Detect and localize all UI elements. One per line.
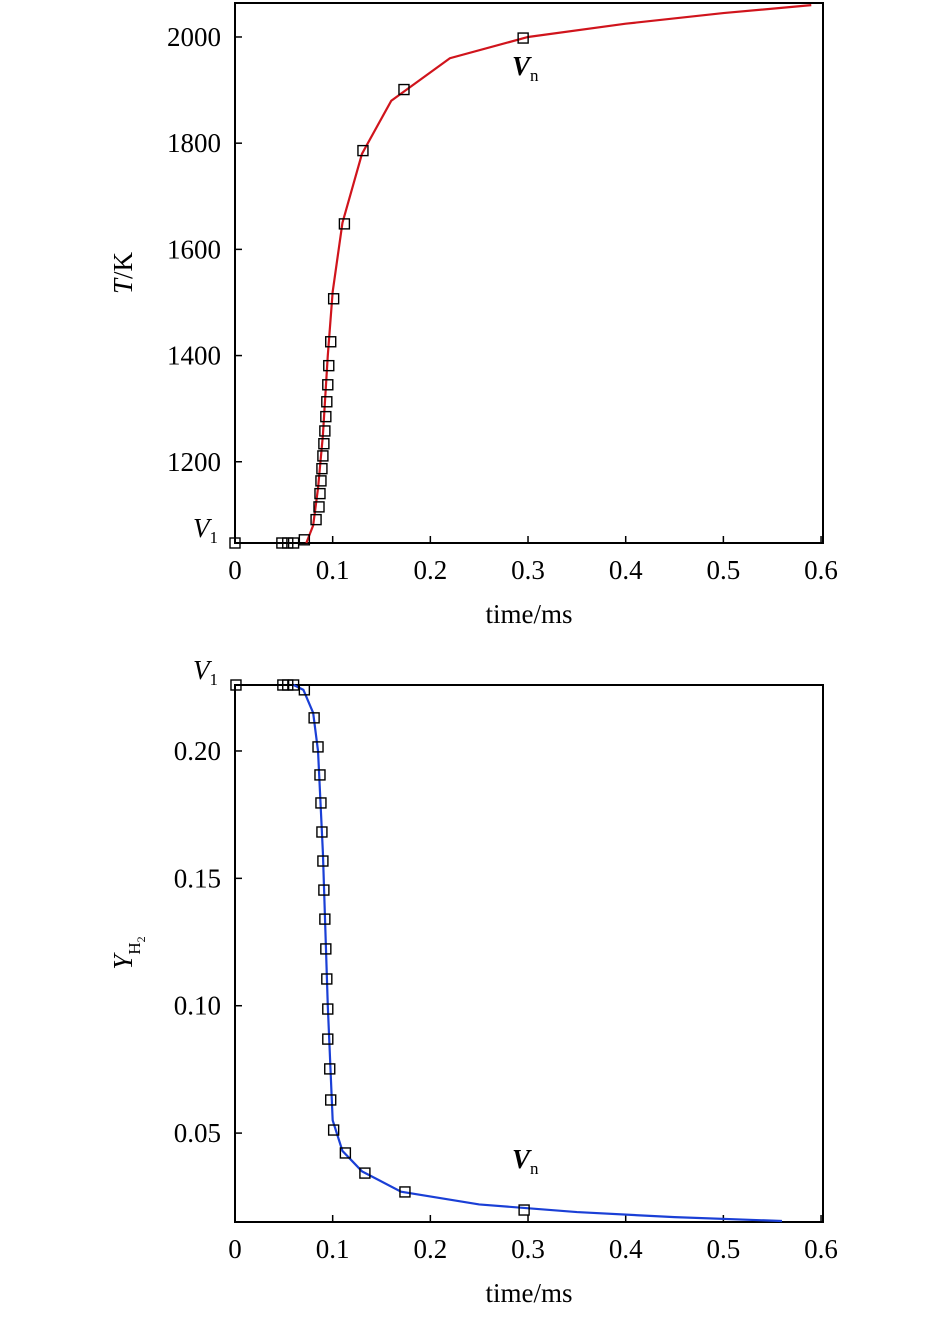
- marker: [308, 712, 320, 724]
- x-tick-label: 0.5: [706, 555, 740, 585]
- curve: [293, 684, 783, 1223]
- annotation-sub: n: [530, 66, 539, 85]
- marker: [287, 679, 300, 691]
- x-tick-label: 0.5: [706, 1234, 740, 1264]
- annotation-main: V: [193, 513, 213, 543]
- marker: [327, 293, 340, 305]
- y-tick-label: 0.15: [174, 863, 221, 893]
- annotation-sub: n: [530, 1159, 539, 1178]
- y-tick-label: 1200: [167, 447, 221, 477]
- x-tick-label: 0.2: [413, 1234, 447, 1264]
- x-tick-label: 0.2: [413, 555, 447, 585]
- marker: [276, 537, 288, 549]
- marker: [230, 679, 242, 691]
- y-tick-label: 2000: [167, 22, 221, 52]
- x-tick-label: 0.3: [511, 555, 545, 585]
- annotation-sub: 1: [210, 528, 219, 547]
- x-tick-label: 0.1: [316, 555, 350, 585]
- marker: [322, 379, 334, 391]
- marker: [319, 425, 331, 437]
- marker: [517, 32, 529, 44]
- marker: [398, 83, 410, 96]
- marker: [324, 1063, 336, 1075]
- marker: [314, 769, 326, 781]
- marker: [298, 684, 311, 696]
- marker: [298, 534, 311, 546]
- y-tick-label: 1600: [167, 234, 221, 264]
- x-tick-label: 0.4: [609, 555, 643, 585]
- marker: [287, 537, 300, 549]
- marker: [359, 1167, 371, 1179]
- annotation: V1: [193, 513, 218, 547]
- x-tick-label: 0: [228, 1234, 242, 1264]
- marker: [319, 913, 331, 925]
- marker: [323, 359, 335, 372]
- y-label-subsub: 2: [134, 936, 148, 942]
- marker: [316, 462, 328, 475]
- marker: [325, 336, 337, 348]
- x-axis-label: time/ms: [486, 599, 573, 629]
- annotation: Vn: [512, 51, 539, 85]
- marker: [320, 943, 332, 955]
- annotation: Vn: [512, 1144, 539, 1178]
- x-tick-label: 0.6: [804, 555, 838, 585]
- marker: [322, 1003, 334, 1015]
- marker: [339, 1147, 352, 1159]
- annotation-main: V: [193, 655, 213, 685]
- y-tick-label: 1800: [167, 128, 221, 158]
- marker: [325, 1094, 337, 1106]
- x-tick-label: 0.1: [316, 1234, 350, 1264]
- marker: [327, 1124, 340, 1136]
- marker: [282, 537, 294, 549]
- marker: [315, 797, 327, 809]
- x-tick-label: 0.3: [511, 1234, 545, 1264]
- marker: [321, 396, 333, 408]
- plot-frame: [234, 684, 824, 1223]
- marker: [399, 1186, 411, 1198]
- x-tick-label: 0.4: [609, 1234, 643, 1264]
- y-axis-label: T/K: [108, 251, 138, 294]
- marker: [310, 513, 322, 526]
- y-label-italic: T: [108, 277, 138, 294]
- y-axis-label: YH2: [108, 936, 148, 969]
- marker: [357, 144, 369, 157]
- marker: [313, 501, 325, 513]
- x-tick-label: 0.6: [804, 1234, 838, 1264]
- y-label-rest: /K: [108, 251, 138, 279]
- y-tick-label: 0.10: [174, 991, 221, 1021]
- marker: [320, 410, 332, 423]
- x-axis-label: time/ms: [486, 1278, 573, 1308]
- plot-frame: [234, 2, 824, 544]
- marker: [338, 218, 351, 230]
- marker: [312, 741, 324, 753]
- marker: [322, 1033, 334, 1045]
- annotation-main: V: [512, 1144, 532, 1174]
- marker: [316, 826, 328, 838]
- y-tick-label: 0.20: [174, 736, 221, 766]
- annotation-sub: 1: [210, 670, 219, 689]
- marker: [229, 537, 241, 549]
- marker: [317, 855, 329, 867]
- marker: [321, 973, 333, 985]
- annotation-main: V: [512, 51, 532, 81]
- marker: [282, 679, 294, 691]
- marker: [518, 1204, 530, 1216]
- curve: [305, 4, 812, 544]
- y-tick-label: 1400: [167, 341, 221, 371]
- marker: [317, 450, 329, 462]
- marker: [318, 438, 330, 450]
- marker: [318, 884, 330, 896]
- marker: [315, 475, 327, 487]
- annotation: V1: [193, 655, 218, 689]
- y-label-sub: H: [125, 942, 144, 954]
- y-label-main: Y: [108, 952, 138, 970]
- x-tick-label: 0: [228, 555, 242, 585]
- y-tick-label: 0.05: [174, 1118, 221, 1148]
- marker: [314, 487, 326, 500]
